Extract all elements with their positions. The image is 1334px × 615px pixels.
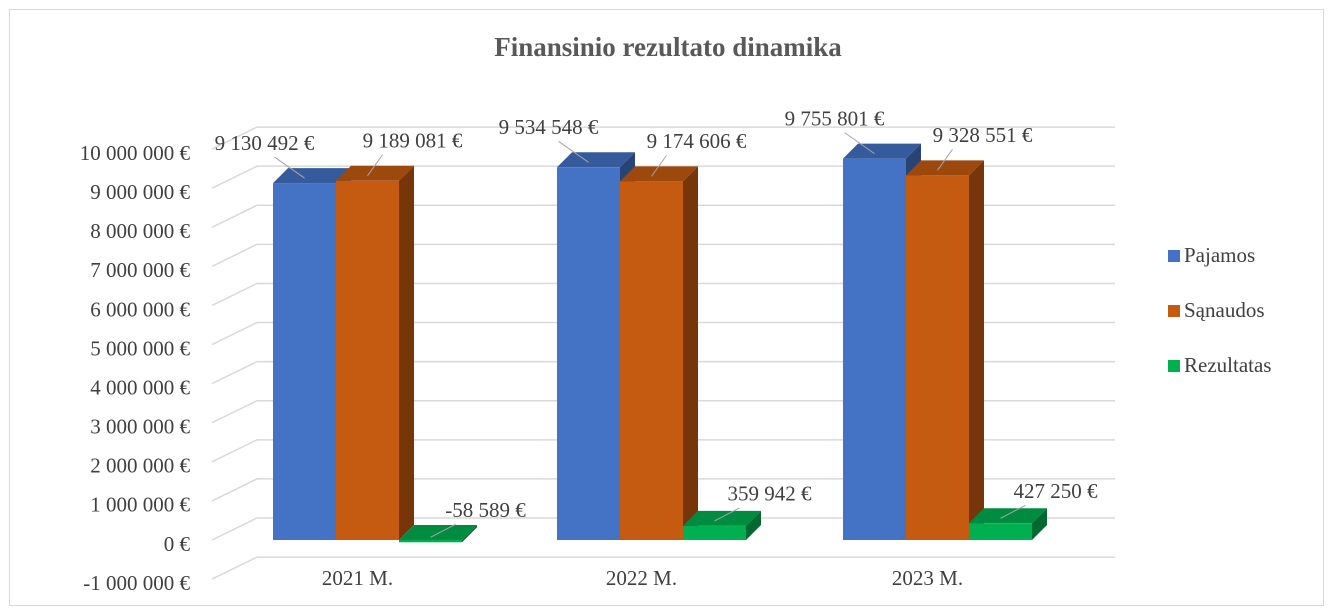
bar-top <box>620 166 698 182</box>
bar <box>336 180 399 540</box>
leader-line <box>651 155 667 177</box>
data-label: 9 189 081 € <box>363 129 463 153</box>
bar-side <box>746 510 761 540</box>
leader-line <box>714 507 740 522</box>
legend-label: Pajamos <box>1184 243 1255 267</box>
leader-line <box>274 156 305 179</box>
y-tick-label: -1 000 000 € <box>83 571 190 595</box>
grid-line <box>211 478 1115 502</box>
leader-line <box>1000 504 1026 519</box>
y-tick-label: 5 000 000 € <box>90 336 190 360</box>
bar <box>557 167 620 540</box>
leader-line <box>844 132 875 155</box>
grid-line <box>211 439 1115 463</box>
y-tick-label: 3 000 000 € <box>90 415 190 439</box>
bar-top <box>906 160 984 176</box>
data-label: 9 174 606 € <box>647 129 747 153</box>
bar <box>843 158 906 540</box>
bar-side <box>1032 508 1047 540</box>
y-tick-label: 7 000 000 € <box>90 258 190 282</box>
grid-line <box>211 399 1115 424</box>
bar-top <box>683 510 761 526</box>
bar-side <box>399 165 414 540</box>
legend-swatch <box>1168 250 1180 262</box>
bar-top <box>336 165 414 181</box>
y-tick-label: 8 000 000 € <box>90 219 190 243</box>
x-tick-label: 2022 M. <box>606 566 677 590</box>
x-tick-label: 2021 M. <box>322 566 393 590</box>
data-label: 9 534 548 € <box>499 115 599 139</box>
grid-line <box>211 556 1115 580</box>
legend-swatch <box>1168 360 1180 372</box>
data-label: 9 130 492 € <box>215 131 315 155</box>
bar-side <box>969 160 984 541</box>
data-label: 427 250 € <box>1014 479 1099 503</box>
leader-line <box>430 523 456 538</box>
y-tick-label: 6 000 000 € <box>90 297 190 321</box>
bar-side <box>462 525 477 543</box>
legend-label: Rezultatas <box>1184 353 1271 377</box>
y-tick-label: 1 000 000 € <box>90 493 190 517</box>
y-tick-label: 9 000 000 € <box>90 180 190 204</box>
bar-top <box>273 168 351 184</box>
chart-title: Finansinio rezultato dinamika <box>494 32 842 62</box>
leader-line <box>558 140 589 163</box>
bar-top <box>557 152 635 168</box>
bar <box>620 181 683 540</box>
bar-top <box>399 525 477 540</box>
legend-label: Sąnaudos <box>1184 298 1265 322</box>
legend-swatch <box>1168 305 1180 317</box>
grid-line <box>211 360 1115 385</box>
bar-top <box>843 143 921 159</box>
y-tick-label: 2 000 000 € <box>90 454 190 478</box>
bar <box>273 183 336 541</box>
grid-line <box>211 165 1115 189</box>
data-label: 9 755 801 € <box>785 106 885 130</box>
leader-line <box>937 149 953 171</box>
data-label: 9 328 551 € <box>933 123 1033 147</box>
grid-line <box>211 517 1115 541</box>
bar <box>683 525 746 540</box>
y-tick-label: 10 000 000 € <box>80 141 191 165</box>
bar-top <box>969 508 1047 524</box>
grid-line <box>211 243 1115 268</box>
y-tick-label: 4 000 000 € <box>90 375 190 399</box>
grid-line <box>211 126 1115 150</box>
leader-line <box>367 154 383 177</box>
grid-line <box>211 321 1115 346</box>
grid-line <box>211 204 1115 228</box>
bar <box>906 175 969 541</box>
y-tick-label: 0 € <box>164 532 191 556</box>
bar <box>969 523 1032 540</box>
data-label: -58 589 € <box>445 498 526 522</box>
data-label: 359 942 € <box>728 482 813 506</box>
x-tick-label: 2023 M. <box>892 566 963 590</box>
bar-side <box>683 166 698 540</box>
grid-line <box>211 282 1115 307</box>
bar <box>399 540 462 543</box>
